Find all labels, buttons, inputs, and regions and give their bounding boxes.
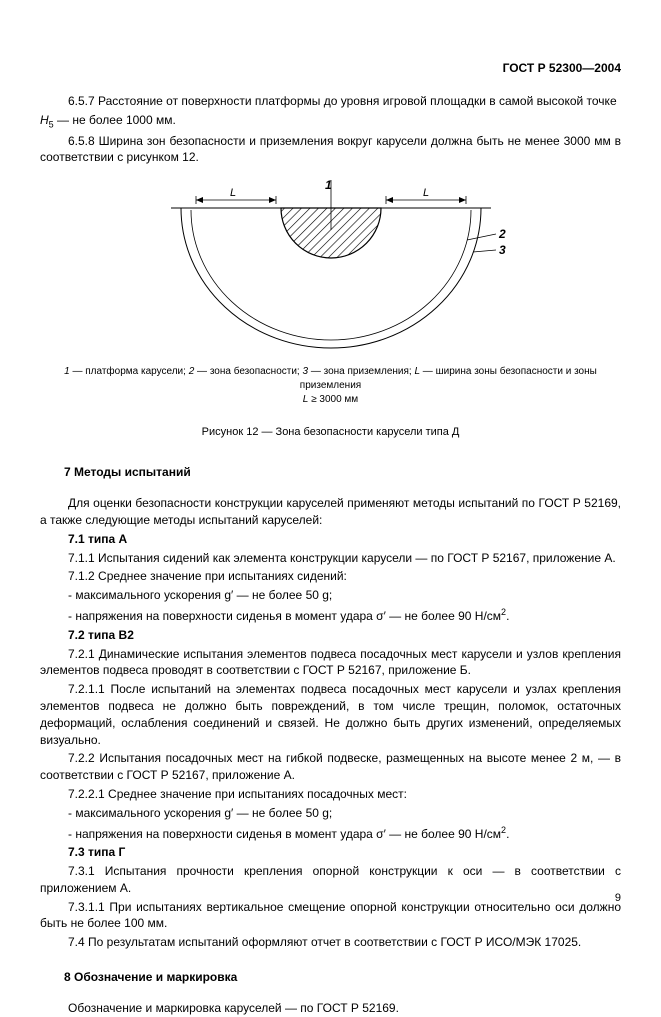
para-7-3-1: 7.3.1 Испытания прочности крепления опор…	[40, 863, 621, 897]
para-7-2: 7.2 типа В2	[40, 627, 621, 644]
dim-L-left: L	[229, 187, 235, 199]
label-7-2: 7.2 типа В2	[68, 628, 134, 642]
label-7-1: 7.1 типа А	[68, 532, 127, 546]
callout-3: 3	[499, 243, 506, 257]
leg-3t: — зона приземления;	[308, 366, 414, 377]
text2: .	[506, 827, 509, 841]
para-7-1-2: 7.1.2 Среднее значение при испытаниях си…	[40, 568, 621, 585]
bullet-7-1-2-b: - напряжения на поверхности сиденья в мо…	[40, 606, 621, 625]
text: 6.5.7 Расстояние от поверхности платформ…	[68, 94, 617, 108]
document-header: ГОСТ Р 52300—2004	[40, 60, 621, 77]
label-7-3: 7.3 типа Г	[68, 845, 125, 859]
page-number: 9	[615, 891, 621, 906]
para-7-4: 7.4 По результатам испытаний оформляют о…	[40, 934, 621, 951]
text: — не более 1000 мм.	[54, 113, 176, 127]
leg-2t: — зона безопасности;	[194, 366, 302, 377]
sec8-p: Обозначение и маркировка каруселей — по …	[40, 1000, 621, 1017]
para-6-5-8: 6.5.8 Ширина зон безопасности и приземле…	[40, 133, 621, 167]
figure-svg: L L 1 1 2 3	[151, 180, 511, 350]
sec7-intro: Для оценки безопасности конструкции кару…	[40, 495, 621, 529]
para-7-3-1-1: 7.3.1.1 При испытаниях вертикальное смещ…	[40, 899, 621, 933]
dim-L-right: L	[422, 187, 428, 199]
bullet-7-1-2-a: - максимального ускорения g′ — не более …	[40, 587, 621, 604]
para-6-5-7: 6.5.7 Расстояние от поверхности платформ…	[40, 93, 621, 110]
para-7-2-1-1: 7.2.1.1 После испытаний на элементах под…	[40, 681, 621, 748]
para-7-2-1: 7.2.1 Динамические испытания элементов п…	[40, 646, 621, 680]
text: - напряжения на поверхности сиденья в мо…	[68, 827, 501, 841]
page-container: ГОСТ Р 52300—2004 6.5.7 Расстояние от по…	[0, 0, 661, 936]
section-8-title: 8 Обозначение и маркировка	[64, 969, 621, 986]
callout-1: 1	[325, 180, 332, 192]
para-7-2-2: 7.2.2 Испытания посадочных мест на гибко…	[40, 750, 621, 784]
para-7-1-1: 7.1.1 Испытания сидений как элемента кон…	[40, 550, 621, 567]
bullet-7-2-2-a: - максимального ускорения g′ — не более …	[40, 805, 621, 822]
symbol-H: H	[40, 113, 49, 127]
leg-1t: — платформа карусели;	[70, 366, 189, 377]
para-7-2-2-1: 7.2.2.1 Среднее значение при испытаниях …	[40, 786, 621, 803]
leg2-Lt: ≥ 3000 мм	[308, 394, 358, 405]
para-7-1: 7.1 типа А	[40, 531, 621, 548]
figure-legend: 1 — платформа карусели; 2 — зона безопас…	[40, 365, 621, 407]
para-6-5-7-cont: H5 — не более 1000 мм.	[40, 112, 621, 131]
section-7-title: 7 Методы испытаний	[64, 464, 621, 481]
para-7-3: 7.3 типа Г	[40, 844, 621, 861]
figure-caption: Рисунок 12 — Зона безопасности карусели …	[40, 425, 621, 440]
bullet-7-2-2-b: - напряжения на поверхности сиденья в мо…	[40, 824, 621, 843]
text2: .	[506, 609, 509, 623]
figure-12: L L 1 1 2 3	[40, 180, 621, 355]
callout-2: 2	[498, 227, 506, 241]
text: - напряжения на поверхности сиденья в мо…	[68, 609, 501, 623]
